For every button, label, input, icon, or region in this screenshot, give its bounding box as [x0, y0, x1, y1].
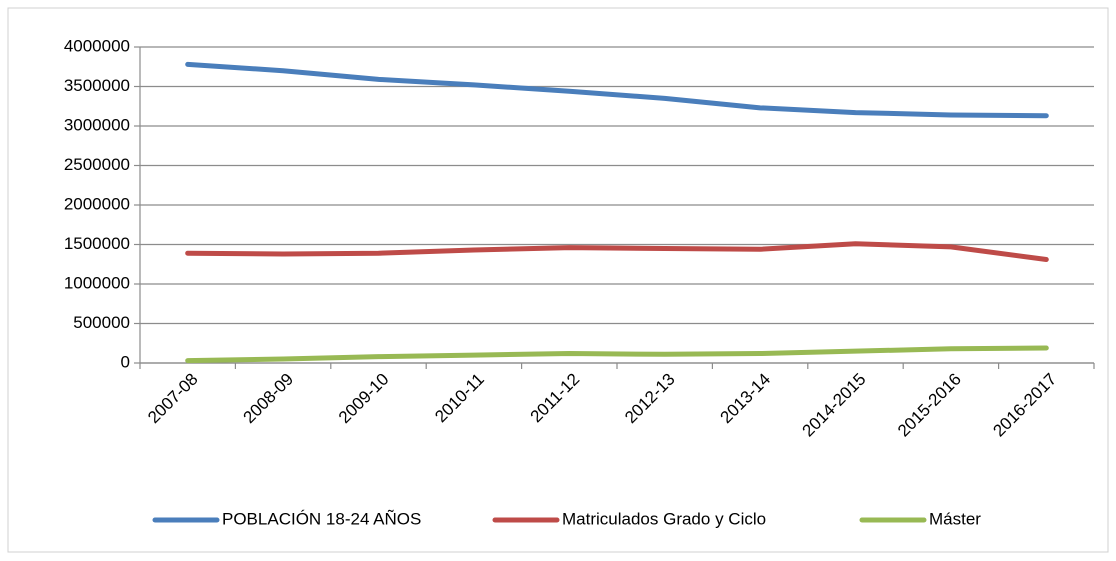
- chart-border: [7, 7, 1109, 553]
- y-tick-label: 500000: [73, 313, 130, 332]
- y-tick-label: 3500000: [64, 76, 130, 95]
- line-series: [185, 61, 1049, 119]
- y-tick-label: 2500000: [64, 155, 130, 174]
- y-tick-label: 4000000: [64, 36, 130, 55]
- y-tick-label: 3000000: [64, 115, 130, 134]
- y-tick-label: 1500000: [64, 234, 130, 253]
- line-series: [185, 345, 1049, 364]
- y-tick-label: 1000000: [64, 273, 130, 292]
- y-tick-label: 2000000: [64, 194, 130, 213]
- legend-label: POBLACIÓN 18-24 AÑOS: [222, 509, 421, 528]
- legend-label: Matriculados Grado y Ciclo: [562, 509, 766, 528]
- legend-label: Máster: [929, 509, 981, 528]
- line-series: [185, 241, 1049, 263]
- y-tick-label: 0: [121, 352, 130, 371]
